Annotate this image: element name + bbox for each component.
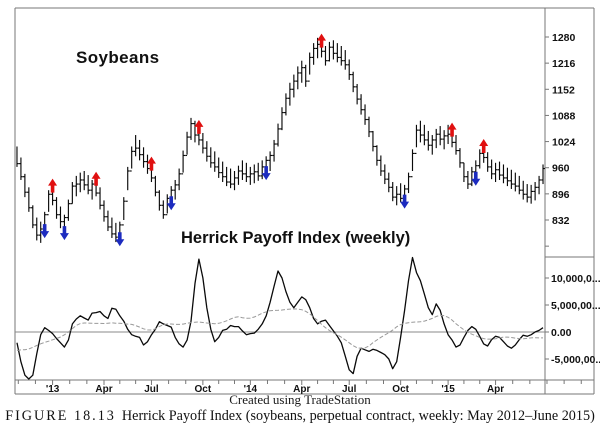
buy-arrows (40, 166, 481, 247)
x-tick-label: Jul (342, 384, 357, 395)
hpi-average-line (16, 308, 543, 351)
chart-credit: Created using TradeStation (229, 392, 371, 407)
sell-arrow-icon (479, 139, 489, 154)
x-tick-label: Oct (195, 384, 212, 395)
hpi-average-group (16, 308, 543, 351)
x-tick-label: Apr (95, 384, 112, 395)
price-tick-label: 1088 (552, 110, 576, 122)
x-tick-label: Apr (487, 384, 504, 395)
sell-arrow-icon (91, 171, 101, 186)
indicator-tick-label: 0.00 (551, 327, 572, 339)
buy-arrow-icon (471, 171, 481, 186)
indicator-y-axis: 10,000,0... 5,000,00... 0.00 -5,000,00... (545, 273, 600, 366)
sell-arrow-icon (194, 119, 204, 134)
sell-arrow-icon (447, 122, 457, 137)
hpi-line (16, 256, 544, 380)
price-tick-label: 1280 (552, 32, 576, 44)
price-bars (16, 37, 545, 243)
figure-caption-text: Herrick Payoff Index (soybeans, perpetua… (121, 408, 595, 424)
hpi-line-group (16, 256, 544, 380)
buy-arrow-icon (40, 224, 50, 239)
x-tick-label: Oct (392, 384, 409, 395)
indicator-tick-label: 10,000,0... (551, 273, 600, 285)
sell-arrow-icon (146, 156, 156, 171)
figure-caption: FIGURE 18.13 Herrick Payoff Index (soybea… (0, 408, 600, 425)
x-axis: '13 Apr Jul Oct '14 Apr Jul Oct '15 Apr (17, 380, 582, 395)
buy-arrow-icon (400, 194, 410, 209)
sell-arrow-icon (48, 178, 58, 193)
sell-arrow-icon (317, 33, 327, 48)
price-tick-label: 960 (552, 163, 570, 175)
buy-arrow-icon (59, 226, 69, 241)
price-y-axis: 1280 1216 1152 1088 1024 960 896 832 (545, 32, 576, 247)
indicator-tick-label: 5,000,00... (551, 300, 600, 312)
x-tick-label: '15 (441, 384, 455, 395)
x-tick-label: '14 (244, 384, 258, 395)
indicator-tick-label: -5,000,00... (551, 354, 600, 366)
indicator-panel-title: Herrick Payoff Index (weekly) (181, 229, 411, 247)
figure-caption-label: FIGURE 18.13 (5, 408, 116, 424)
chart-frame (14, 7, 595, 395)
buy-arrow-icon (166, 196, 176, 211)
price-tick-label: 832 (552, 215, 570, 227)
x-tick-label: Jul (144, 384, 159, 395)
price-tick-label: 896 (552, 189, 570, 201)
price-tick-label: 1024 (552, 137, 576, 149)
buy-arrow-icon (261, 166, 271, 181)
x-tick-label: '13 (46, 384, 60, 395)
sell-arrows (48, 33, 489, 193)
price-tick-label: 1152 (552, 84, 575, 96)
price-tick-label: 1216 (552, 58, 576, 70)
price-panel-title: Soybeans (76, 48, 160, 67)
x-tick-label: Apr (293, 384, 310, 395)
buy-arrow-icon (115, 232, 125, 247)
